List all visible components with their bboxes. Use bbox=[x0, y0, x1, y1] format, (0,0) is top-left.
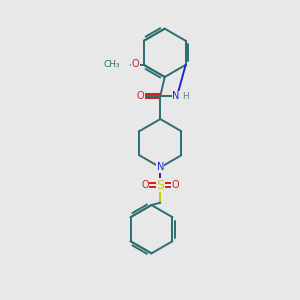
Text: O: O bbox=[132, 59, 140, 69]
Text: S: S bbox=[156, 178, 164, 191]
Text: CH₃: CH₃ bbox=[103, 60, 120, 69]
Text: H: H bbox=[182, 92, 189, 100]
Text: O: O bbox=[141, 180, 149, 190]
Text: O: O bbox=[172, 180, 179, 190]
Text: N: N bbox=[157, 162, 164, 172]
Text: O: O bbox=[137, 91, 144, 101]
Text: N: N bbox=[172, 91, 180, 101]
